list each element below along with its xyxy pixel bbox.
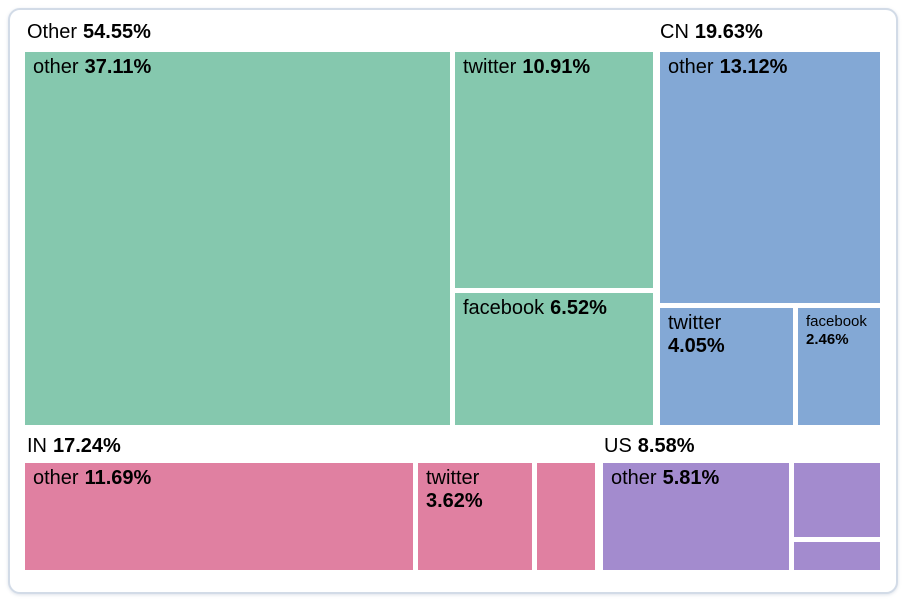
group-name: CN — [660, 21, 689, 43]
treemap-cell-cn-other[interactable]: other 13.12% — [660, 52, 880, 303]
group-name: IN — [27, 435, 47, 457]
group-value: 8.58% — [637, 435, 695, 457]
treemap-cell-us-other[interactable]: other 5.81% — [603, 463, 789, 570]
group-value: 17.24% — [53, 435, 121, 457]
treemap-cell-us-twitter[interactable] — [794, 463, 880, 537]
treemap-cell-other-facebook[interactable]: facebook 6.52% — [455, 293, 653, 425]
group-value: 54.55% — [83, 21, 151, 43]
group-label-cn: CN 19.63% — [660, 20, 763, 44]
cell-label: other 5.81% — [611, 467, 720, 489]
cell-label: twitter 4.05% — [668, 312, 725, 357]
cell-label: twitter 3.62% — [426, 467, 483, 512]
cell-label: other 11.69% — [33, 467, 152, 489]
cell-label: other 13.12% — [668, 56, 788, 78]
cell-label: facebook 2.46% — [806, 313, 867, 348]
treemap-cell-in-twitter[interactable]: twitter 3.62% — [418, 463, 532, 570]
treemap-cell-other-twitter[interactable]: twitter 10.91% — [455, 52, 653, 288]
group-name: Other — [27, 21, 78, 43]
group-value: 19.63% — [694, 21, 763, 43]
treemap-cell-us-facebook[interactable] — [794, 542, 880, 570]
treemap-cell-cn-facebook[interactable]: facebook 2.46% — [798, 308, 880, 425]
group-label-other: Other 54.55% — [27, 20, 151, 44]
cell-label: facebook 6.52% — [463, 297, 607, 319]
group-label-in: IN 17.24% — [27, 434, 121, 458]
group-label-us: US 8.58% — [604, 434, 695, 458]
treemap-cell-in-facebook[interactable] — [537, 463, 595, 570]
cell-label: twitter 10.91% — [463, 56, 591, 78]
treemap-cell-other-other[interactable]: other 37.11% — [25, 52, 450, 425]
cell-label: other 37.11% — [33, 56, 152, 78]
treemap-cell-in-other[interactable]: other 11.69% — [25, 463, 413, 570]
group-name: US — [604, 435, 632, 457]
treemap-cell-cn-twitter[interactable]: twitter 4.05% — [660, 308, 793, 425]
